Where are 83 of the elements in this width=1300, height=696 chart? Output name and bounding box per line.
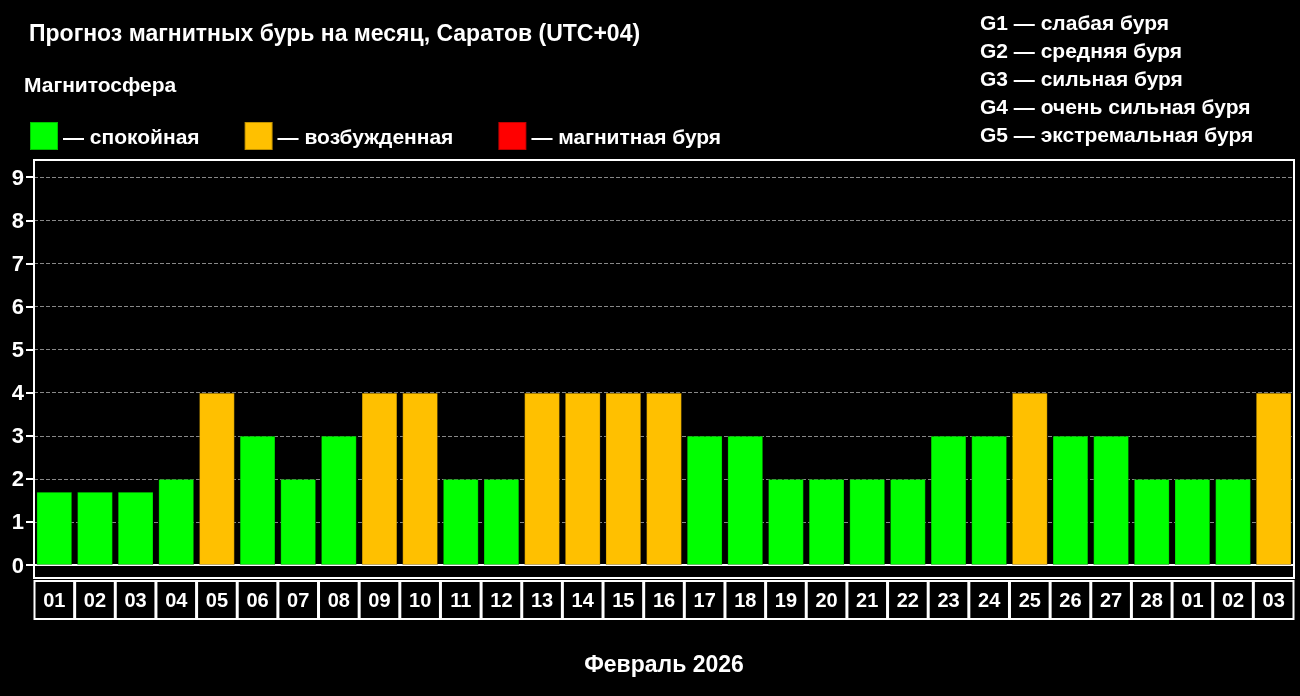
text: G4 — очень сильная буря <box>980 95 1251 118</box>
x-tick-label: 06 <box>246 589 269 611</box>
y-tick-label: 6 <box>11 294 24 320</box>
y-tick-label: 4 <box>11 380 25 406</box>
bar <box>1174 478 1211 566</box>
legend-label: — спокойная <box>63 124 200 148</box>
x-tick-label: 09 <box>368 589 391 611</box>
bar <box>686 435 723 566</box>
bar <box>930 435 967 566</box>
x-tick-label: 02 <box>83 589 107 611</box>
bar <box>524 392 560 566</box>
bar <box>320 435 357 566</box>
bar <box>889 478 926 566</box>
bar <box>808 478 845 566</box>
x-tick-label: 03 <box>1262 589 1285 611</box>
x-tick-label: 10 <box>409 589 432 611</box>
bar <box>646 392 682 566</box>
text: G3 — сильная буря <box>980 67 1183 90</box>
x-tick-label: 14 <box>571 589 595 611</box>
bar <box>199 392 235 566</box>
bar <box>402 392 439 566</box>
chart-title: Прогноз магнитных бурь на месяц, Саратов (UTC+04) <box>29 19 641 46</box>
y-tick-label: 0 <box>11 552 24 578</box>
x-axis-title: Февраль 2026 <box>584 650 744 677</box>
bar <box>117 491 154 566</box>
x-tick-label: 01 <box>43 589 66 611</box>
bar <box>768 478 804 566</box>
x-tick-label: 17 <box>693 589 716 611</box>
x-tick-label: 01 <box>1181 589 1204 611</box>
bar <box>564 392 601 566</box>
text: G1 — слабая буря <box>980 11 1170 34</box>
y-tick-label: 8 <box>11 207 24 233</box>
x-tick-label: 16 <box>652 589 676 611</box>
bar <box>442 478 479 566</box>
x-tick-label: 26 <box>1059 589 1082 611</box>
x-tick-label: 12 <box>490 589 513 611</box>
x-tick-label: 15 <box>612 589 635 611</box>
x-tick-label: 24 <box>978 589 1002 611</box>
bar <box>727 435 764 566</box>
bar <box>1215 478 1251 566</box>
legend-label: — магнитная буря <box>531 124 722 148</box>
y-tick-label: 2 <box>11 466 24 492</box>
x-tick-label: 11 <box>450 589 472 611</box>
bar <box>158 478 195 566</box>
legend-label: — возбужденная <box>277 124 454 148</box>
bar <box>605 392 642 566</box>
bar <box>1011 392 1048 566</box>
x-tick-label: 22 <box>896 589 919 611</box>
x-tick-label: 05 <box>205 589 229 611</box>
legend-title: Магнитосфера <box>24 73 177 96</box>
x-tick-label: 28 <box>1140 589 1163 611</box>
x-tick-label: 19 <box>774 589 798 611</box>
text: G2 — средняя буря <box>980 39 1183 62</box>
x-tick-label: 08 <box>327 589 350 611</box>
x-tick-label: 23 <box>937 589 960 611</box>
text: G5 — экстремальная буря <box>980 123 1254 146</box>
bar <box>1255 392 1292 566</box>
x-tick-label: 07 <box>287 589 310 611</box>
bar <box>280 478 317 566</box>
x-tick-label: 04 <box>165 589 189 611</box>
bar <box>1052 435 1089 566</box>
x-tick-label: 21 <box>856 589 879 611</box>
y-tick-label: 1 <box>11 509 24 535</box>
bar <box>239 435 276 566</box>
x-tick-label: 27 <box>1099 589 1123 611</box>
bar <box>849 478 886 566</box>
bar <box>483 478 520 566</box>
x-tick-label: 03 <box>124 589 147 611</box>
y-tick-label: 7 <box>11 250 24 276</box>
x-tick-label: 13 <box>530 589 554 611</box>
y-tick-label: 5 <box>11 337 24 363</box>
x-tick-label: 18 <box>734 589 757 611</box>
bar <box>77 491 113 566</box>
y-tick-label: 3 <box>11 423 24 449</box>
bar <box>36 491 73 566</box>
y-tick-label: 9 <box>11 164 24 190</box>
bar <box>361 392 398 566</box>
bar <box>1133 478 1170 566</box>
bar <box>1093 435 1129 566</box>
x-tick-label: 25 <box>1018 589 1041 611</box>
x-tick-label: 02 <box>1221 589 1245 611</box>
bar <box>971 435 1008 566</box>
x-tick-label: 20 <box>815 589 838 611</box>
